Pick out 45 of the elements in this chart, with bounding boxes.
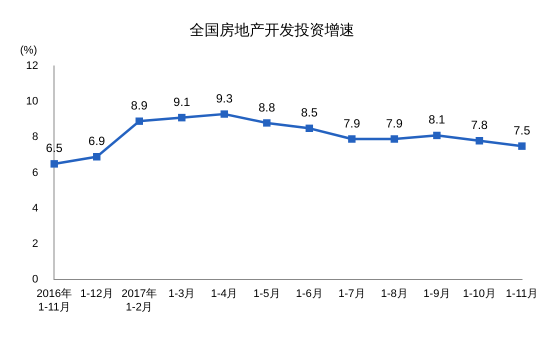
x-tick-label: 2017年 1-2月 <box>122 288 158 314</box>
x-tick-label: 1-10月 <box>462 288 496 300</box>
point <box>348 135 356 143</box>
data-label: 9.3 <box>216 91 233 106</box>
x-tick-label: 1-12月 <box>80 288 114 300</box>
data-label: 7.9 <box>386 116 404 130</box>
y-tick-label: 12 <box>26 60 38 72</box>
data-label: 8.5 <box>300 106 318 120</box>
point <box>518 142 526 150</box>
data-label: 9.1 <box>173 94 190 109</box>
data-label: 7.5 <box>514 123 531 138</box>
y-axis-title: (%) <box>20 44 38 57</box>
point <box>178 114 186 122</box>
x-tick-label: 1-4月 <box>210 288 238 300</box>
chart-title: 全国房地产开发投资增速 <box>190 22 354 40</box>
data-label: 8.8 <box>258 100 276 114</box>
point <box>263 119 271 127</box>
data-label: 8.1 <box>428 112 446 127</box>
x-tick-label: 1-9月 <box>423 288 450 300</box>
data-label: 6.5 <box>46 141 63 156</box>
x-tick-label: 1-8月 <box>380 288 408 300</box>
point <box>433 132 441 140</box>
point <box>136 117 143 125</box>
y-tick-label: 4 <box>32 202 38 214</box>
data-label: 6.9 <box>88 134 106 148</box>
point <box>50 160 58 168</box>
data-label: 8.9 <box>130 98 148 112</box>
data-label: 7.9 <box>343 116 361 130</box>
x-tick-label: 1-6月 <box>296 288 323 300</box>
x-tick-label: 1-7月 <box>338 288 366 300</box>
y-tick-label: 2 <box>32 238 38 250</box>
y-tick-label: 6 <box>32 166 38 179</box>
point <box>220 110 228 118</box>
x-tick-label: 1-5月 <box>253 288 280 300</box>
x-tick-label: 1-3月 <box>168 288 196 300</box>
y-tick-label: 8 <box>32 131 38 144</box>
point <box>93 153 100 161</box>
x-tick-label: 1-11月 <box>506 288 538 300</box>
y-tick-label: 0 <box>32 274 38 286</box>
x-tick-label: 2016年 1-11月 <box>36 288 72 314</box>
y-tick-label: 10 <box>26 96 38 108</box>
point <box>306 124 314 132</box>
point <box>390 135 398 143</box>
point <box>476 137 484 144</box>
data-label: 7.8 <box>471 118 488 132</box>
